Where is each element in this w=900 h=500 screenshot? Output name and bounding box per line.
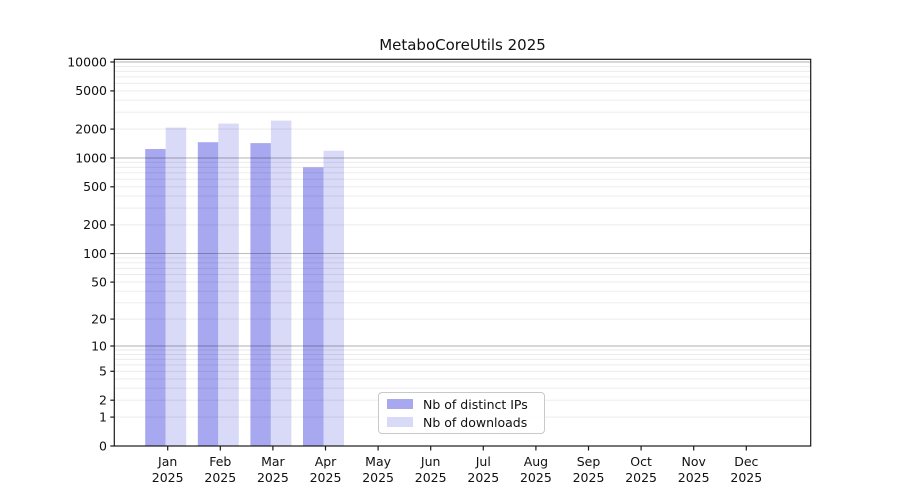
y-tick-label: 20 xyxy=(91,311,107,326)
y-tick-label: 50 xyxy=(91,274,107,289)
legend-swatch-distinct-ips xyxy=(387,399,413,409)
plot-frame xyxy=(113,58,812,447)
y-tick-label: 10 xyxy=(91,338,107,353)
y-tick-label: 1000 xyxy=(75,150,107,165)
x-tick-label-year: 2025 xyxy=(467,470,499,485)
chart-legend: Nb of distinct IPs Nb of downloads xyxy=(378,392,545,434)
y-tick-label: 2 xyxy=(99,393,107,408)
y-tick-label: 1 xyxy=(99,409,107,424)
y-tick-label: 2000 xyxy=(75,121,107,136)
bar-distinct-ips-mar xyxy=(250,143,271,446)
x-tick-label-month: Sep xyxy=(577,454,601,469)
x-tick-label-month: Dec xyxy=(734,454,758,469)
y-tick-label: 500 xyxy=(83,179,107,194)
y-tick-label: 5000 xyxy=(75,83,107,98)
chart-title: MetaboCoreUtils 2025 xyxy=(379,36,546,54)
bar-distinct-ips-jan xyxy=(145,149,166,446)
y-tick-label: 100 xyxy=(83,246,107,261)
y-tick-label: 0 xyxy=(99,438,107,453)
y-tick-label: 200 xyxy=(83,217,107,232)
x-tick-label-year: 2025 xyxy=(625,470,657,485)
x-tick-label-year: 2025 xyxy=(152,470,184,485)
bar-downloads-apr xyxy=(323,150,344,446)
x-tick-label-month: May xyxy=(365,454,391,469)
y-tick-label: 5 xyxy=(99,364,107,379)
x-tick-label-month: Apr xyxy=(315,454,337,469)
x-tick-label-month: Feb xyxy=(209,454,231,469)
bar-downloads-feb xyxy=(218,123,239,446)
legend-item-distinct-ips: Nb of distinct IPs xyxy=(387,397,536,412)
x-tick-label-year: 2025 xyxy=(415,470,447,485)
bar-distinct-ips-feb xyxy=(197,142,219,446)
x-tick-label-year: 2025 xyxy=(204,470,236,485)
legend-label-downloads: Nb of downloads xyxy=(423,414,528,430)
x-tick-label-year: 2025 xyxy=(362,470,394,485)
x-tick-label-month: Jan xyxy=(157,454,177,469)
x-tick-label-month: Nov xyxy=(681,454,706,469)
x-tick-label-year: 2025 xyxy=(573,470,605,485)
bar-downloads-jan xyxy=(165,127,187,446)
x-tick-label-year: 2025 xyxy=(520,470,552,485)
x-tick-label-month: Mar xyxy=(261,454,285,469)
bar-distinct-ips-apr xyxy=(303,167,324,447)
bar-downloads-mar xyxy=(270,120,292,446)
x-tick-label-month: Jul xyxy=(475,454,491,469)
x-tick-label-month: Aug xyxy=(524,454,548,469)
x-tick-label-year: 2025 xyxy=(257,470,289,485)
x-tick-label-year: 2025 xyxy=(678,470,710,485)
y-tick-label: 10000 xyxy=(67,54,107,69)
legend-label-distinct-ips: Nb of distinct IPs xyxy=(423,396,528,412)
x-tick-label-year: 2025 xyxy=(730,470,762,485)
legend-item-downloads: Nb of downloads xyxy=(387,415,536,430)
legend-swatch-downloads xyxy=(387,417,413,427)
x-tick-label-month: Jun xyxy=(420,454,441,469)
x-tick-label-month: Oct xyxy=(630,454,652,469)
x-tick-label-year: 2025 xyxy=(310,470,342,485)
